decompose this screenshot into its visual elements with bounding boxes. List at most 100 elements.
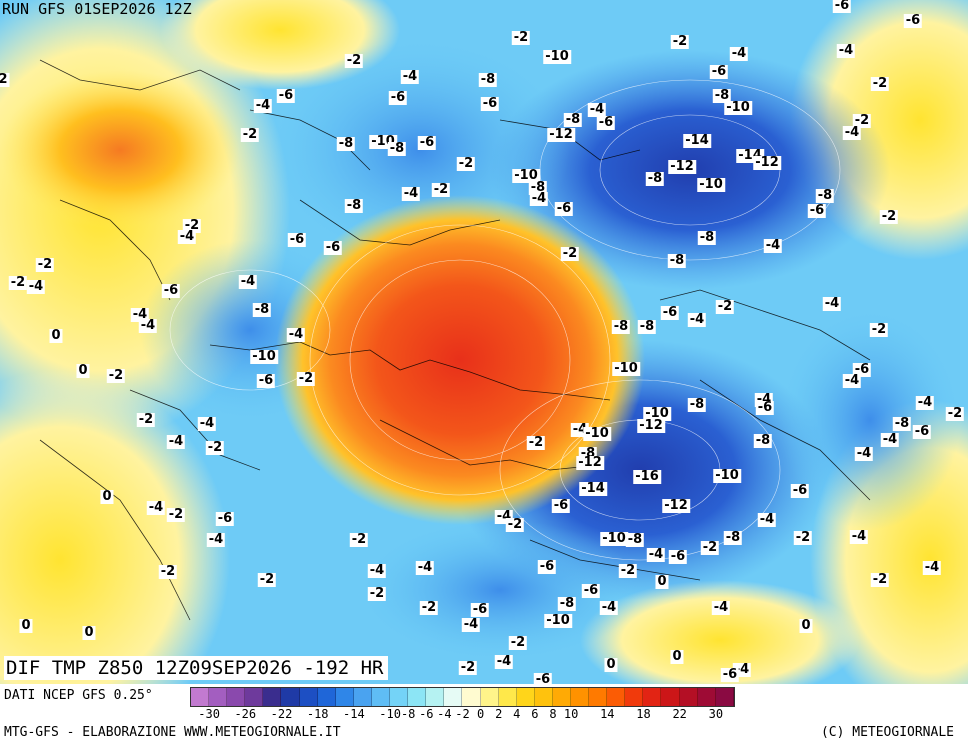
color-scale-tick-label: 2 <box>495 707 503 721</box>
color-scale-tick-label: -10 <box>379 707 401 721</box>
contour-label: -10 <box>583 426 611 441</box>
contour-label: 0 <box>49 328 63 343</box>
color-scale-swatch <box>607 688 626 706</box>
contour-label: -4 <box>836 43 856 58</box>
contour-label: -8 <box>252 302 272 317</box>
color-scale-tick-label: 10 <box>563 707 579 721</box>
contour-label: -8 <box>712 88 732 103</box>
contour-label: -4 <box>757 512 777 527</box>
contour-label: -4 <box>729 46 749 61</box>
contour-label: -8 <box>723 530 743 545</box>
contour-label: 0 <box>670 649 684 664</box>
contour-label: -2 <box>240 127 260 142</box>
cool-anomaly-east <box>780 310 960 530</box>
contour-label: -4 <box>711 600 731 615</box>
contour-label: 0 <box>604 657 618 672</box>
contour-label: -4 <box>238 274 258 289</box>
contour-label: -4 <box>646 547 666 562</box>
contour-label: -2 <box>158 564 178 579</box>
contour-label: -6 <box>807 203 827 218</box>
contour-label: -2 <box>670 34 690 49</box>
color-scale-tick-label: 22 <box>672 707 687 721</box>
color-scale-tick-label: -8 <box>400 707 416 721</box>
color-scale-tick-label: 0 <box>476 707 485 721</box>
contour-label: -10 <box>697 177 725 192</box>
contour-label: -6 <box>323 240 343 255</box>
credit-left: MTG-GFS - ELABORAZIONE WWW.METEOGIORNALE… <box>4 725 341 740</box>
contour-label: -4 <box>146 500 166 515</box>
contour-label: -10 <box>544 613 572 628</box>
contour-label: -10 <box>600 531 628 546</box>
color-scale-swatch <box>353 688 372 706</box>
contour-label: -10 <box>512 168 540 183</box>
contour-label: -12 <box>547 127 575 142</box>
contour-label: -6 <box>388 90 408 105</box>
contour-label: -6 <box>533 673 553 684</box>
contour-label: -6 <box>790 483 810 498</box>
color-scale-tick-label: -26 <box>234 707 257 721</box>
contour-label: -6 <box>551 498 571 513</box>
contour-label: -6 <box>581 583 601 598</box>
contour-label: -14 <box>579 481 607 496</box>
contour-label: -6 <box>912 424 932 439</box>
contour-label: -2 <box>505 517 525 532</box>
anomaly-map: -6 -6 -2 -2 -10 -4 -4 -2 -4 -8 -6 -2 -6 -6 -6 -8 -4 -4 -10… <box>0 0 968 684</box>
color-scale-swatch <box>516 688 535 706</box>
contour-label: -2 <box>511 30 531 45</box>
contour-label: -2 <box>166 507 186 522</box>
color-scale-swatch <box>281 688 300 706</box>
contour-label: -2 <box>870 76 890 91</box>
contour-label: -4 <box>599 600 619 615</box>
contour-label: -2 <box>296 371 316 386</box>
color-scale-tick-label: -6 <box>419 707 434 721</box>
contour-label: -10 <box>250 349 278 364</box>
credit-right: (C) METEOGIORNALE <box>820 725 954 740</box>
contour-label: 0 <box>82 625 96 640</box>
contour-label: -4 <box>177 229 197 244</box>
color-scale-tick-label: -22 <box>270 707 293 721</box>
contour-label: -4 <box>763 238 783 253</box>
contour-label: -8 <box>528 180 548 195</box>
contour-label: -4 <box>166 434 186 449</box>
contour-label: -2 <box>560 246 580 261</box>
contour-label: -6 <box>470 602 490 617</box>
contour-label: -6 <box>256 373 276 388</box>
contour-label: -8 <box>753 433 773 448</box>
contour-label: 0 <box>655 574 669 589</box>
contour-label: -4 <box>854 446 874 461</box>
contour-label: -6 <box>903 13 923 28</box>
contour-label: -2 <box>715 299 735 314</box>
contour-label: -4 <box>687 312 707 327</box>
contour-label: -2 <box>870 572 890 587</box>
contour-label: -6 <box>832 0 852 13</box>
color-scale-swatch <box>643 688 662 706</box>
contour-label: -8 <box>344 198 364 213</box>
contour-label: -8 <box>557 596 577 611</box>
color-scale-tick-label: -4 <box>437 707 452 721</box>
contour-label: -6 <box>276 88 296 103</box>
color-scale-tick-label: -30 <box>198 707 220 721</box>
contour-label: -6 <box>720 667 740 682</box>
contour-label: -10 <box>724 100 752 115</box>
warm-region-south <box>580 580 860 684</box>
color-scale-tick-label: -18 <box>306 707 329 721</box>
contour-label: -6 <box>596 115 616 130</box>
contour-label: -4 <box>415 560 435 575</box>
contour-label: -4 <box>461 617 481 632</box>
color-scale-swatch <box>498 688 517 706</box>
contour-label: -10 <box>612 361 640 376</box>
contour-label: -6 <box>852 362 872 377</box>
contour-label: -2 <box>349 532 369 547</box>
color-scale-swatch <box>462 688 481 706</box>
contour-label: -4 <box>26 279 46 294</box>
contour-label: 0 <box>19 618 33 633</box>
contour-label: -2 <box>869 322 889 337</box>
contour-label: -4 <box>587 102 607 117</box>
contour-label: 0 <box>100 489 114 504</box>
contour-label: -16 <box>633 469 661 484</box>
contour-label: -2 <box>257 572 277 587</box>
contour-label: -8 <box>687 397 707 412</box>
contour-label: -2 <box>879 209 899 224</box>
contour-label: -4 <box>401 186 421 201</box>
contour-label: -8 <box>336 136 356 151</box>
